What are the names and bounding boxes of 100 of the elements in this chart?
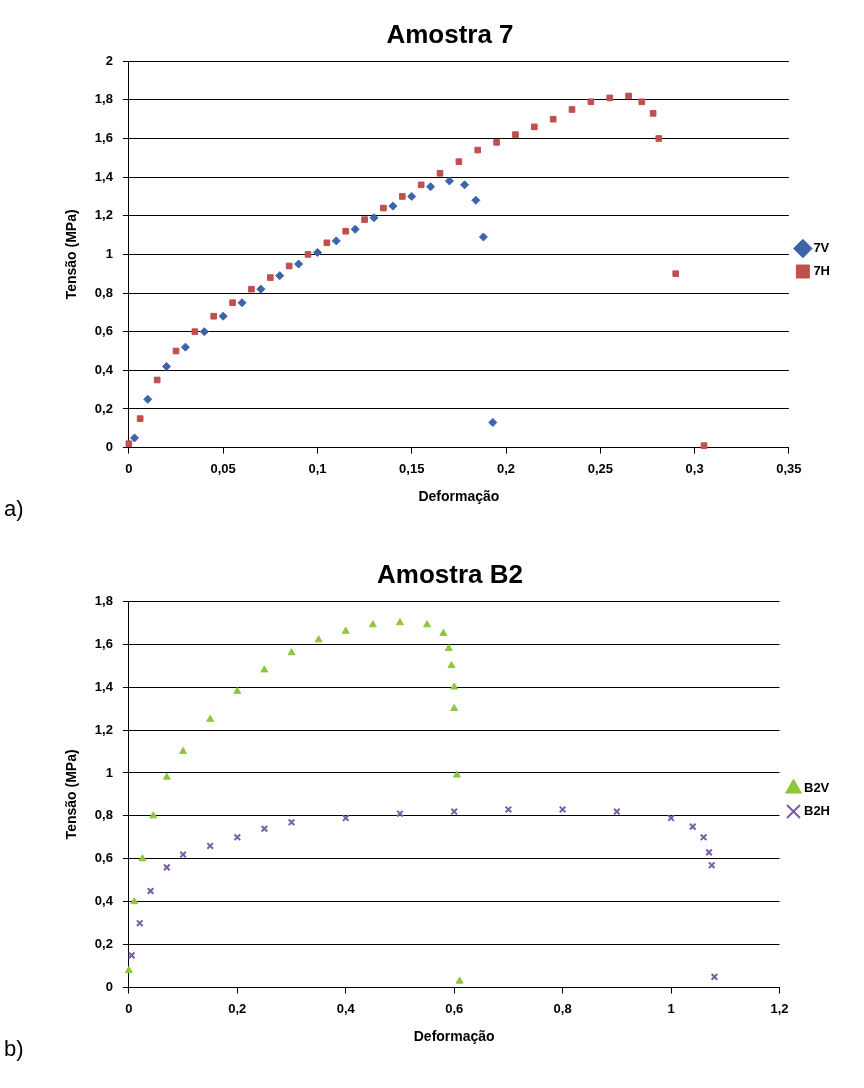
point xyxy=(130,433,140,443)
point xyxy=(436,169,444,177)
point xyxy=(331,236,341,246)
point xyxy=(444,176,454,186)
x-axis-title: Deformação xyxy=(413,1028,495,1045)
chart-title: Amostra 7 xyxy=(386,18,514,49)
point xyxy=(275,271,285,281)
point xyxy=(388,201,398,211)
legend-label: 7V xyxy=(813,240,830,256)
point xyxy=(287,648,296,656)
point xyxy=(361,216,368,223)
point xyxy=(649,110,657,117)
point xyxy=(179,850,187,859)
x-tick-label: 0,15 xyxy=(399,460,425,476)
point xyxy=(568,106,576,113)
legend-label: B2V xyxy=(803,780,830,796)
point xyxy=(287,818,296,827)
x-tick-label: 0,8 xyxy=(553,1000,572,1016)
y-tick-label: 0,6 xyxy=(94,850,113,866)
point xyxy=(323,239,331,247)
y-tick-label: 0,4 xyxy=(94,893,114,909)
point xyxy=(124,965,133,973)
point xyxy=(504,805,513,814)
point xyxy=(218,311,228,321)
point xyxy=(143,394,153,404)
point xyxy=(488,417,498,427)
point xyxy=(688,822,697,831)
point xyxy=(471,195,481,205)
point xyxy=(341,626,350,634)
y-axis-title: Tensão (MPa) xyxy=(63,749,80,840)
point xyxy=(138,854,147,862)
point xyxy=(672,270,680,278)
y-tick-label: 1,8 xyxy=(94,592,113,608)
y-tick-label: 1 xyxy=(105,245,113,261)
y-tick-label: 0 xyxy=(105,439,113,455)
point xyxy=(407,191,417,201)
point xyxy=(312,247,322,257)
y-tick-label: 0,8 xyxy=(94,807,113,823)
point xyxy=(512,131,519,138)
point xyxy=(396,618,404,626)
y-tick-label: 2 xyxy=(105,52,113,68)
point xyxy=(260,824,269,833)
point xyxy=(162,361,172,371)
x-tick-label: 0 xyxy=(125,460,133,476)
y-tick-label: 1,2 xyxy=(94,721,113,737)
point xyxy=(368,620,377,628)
point xyxy=(304,251,312,258)
point xyxy=(149,811,158,819)
point xyxy=(625,92,632,100)
x-tick-label: 1,2 xyxy=(770,1000,789,1016)
y-tick-label: 0,2 xyxy=(94,400,113,416)
point xyxy=(549,115,557,123)
point xyxy=(266,274,274,281)
point xyxy=(179,746,188,754)
point xyxy=(447,661,456,669)
x-tick-label: 0,05 xyxy=(210,460,236,476)
y-tick-label: 0,2 xyxy=(94,936,113,952)
y-tick-label: 1,6 xyxy=(94,130,113,146)
point xyxy=(210,312,218,320)
point xyxy=(558,805,567,814)
point xyxy=(229,299,236,307)
point xyxy=(256,284,266,294)
y-tick-label: 1,6 xyxy=(94,635,113,651)
point xyxy=(369,213,379,223)
point xyxy=(493,139,500,146)
point xyxy=(439,628,448,636)
point xyxy=(237,298,247,308)
point xyxy=(638,98,646,106)
point xyxy=(530,123,538,131)
point xyxy=(455,976,464,984)
y-tick-label: 1,8 xyxy=(94,91,113,107)
point xyxy=(398,193,406,200)
point xyxy=(127,951,136,960)
point xyxy=(380,204,387,212)
x-tick-label: 0 xyxy=(125,1000,133,1016)
x-tick-label: 0,2 xyxy=(496,460,516,476)
x-axis-title: Deformação xyxy=(418,488,500,505)
point xyxy=(130,897,139,905)
text: b) xyxy=(4,1036,24,1062)
point xyxy=(206,714,215,722)
point xyxy=(294,259,304,269)
point xyxy=(444,643,453,651)
x-tick-label: 0,35 xyxy=(776,460,802,476)
y-tick-label: 0,6 xyxy=(94,323,113,339)
y-tick-label: 1,4 xyxy=(94,168,114,184)
x-tick-label: 0,6 xyxy=(445,1000,464,1016)
point xyxy=(450,682,459,690)
y-axis-title: Tensão (MPa) xyxy=(63,209,80,300)
point xyxy=(423,620,432,628)
point xyxy=(705,848,713,857)
point xyxy=(699,833,708,842)
point xyxy=(180,342,190,352)
x-tick-label: 1 xyxy=(667,1000,675,1016)
point xyxy=(191,328,199,336)
point xyxy=(587,98,595,106)
point xyxy=(314,635,323,643)
point xyxy=(417,181,425,189)
y-tick-label: 1,2 xyxy=(94,207,113,223)
point xyxy=(260,665,269,673)
x-tick-label: 0,3 xyxy=(685,460,704,476)
